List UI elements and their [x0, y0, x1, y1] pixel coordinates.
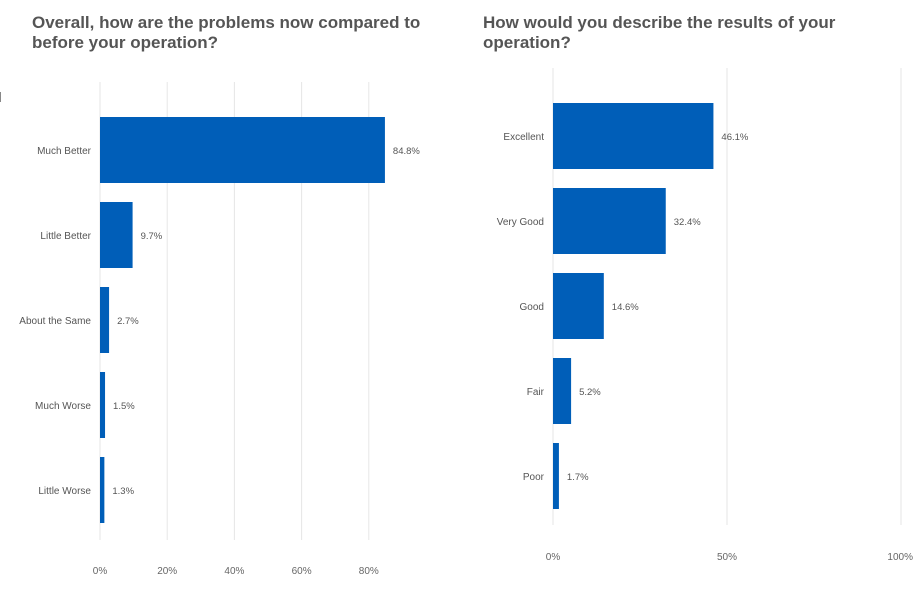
problems-bar [100, 287, 110, 353]
problems-data-label: 9.7% [141, 231, 163, 242]
results-bar [553, 103, 714, 169]
results-bar [553, 358, 572, 424]
problems-data-label: 2.7% [117, 316, 139, 327]
results-bar [553, 273, 604, 339]
problems-bar [100, 372, 106, 438]
results-data-label: 46.1% [721, 132, 748, 143]
results-bar [553, 188, 666, 254]
problems-data-label: 84.8% [393, 146, 420, 157]
results-category-label: Good [520, 302, 544, 313]
problems-category-label: About the Same [19, 316, 91, 327]
results-category-label: Fair [527, 387, 545, 398]
problems-bar [100, 457, 105, 523]
results-data-label: 32.4% [674, 217, 701, 228]
problems-x-tick-label: 20% [157, 566, 177, 577]
problems-data-label: 1.5% [113, 401, 135, 412]
problems-bar [100, 117, 385, 183]
results-category-label: Very Good [497, 217, 544, 228]
problems-category-label: Little Worse [38, 486, 91, 497]
problems-category-label: Much Better [37, 146, 92, 157]
problems-category-label: Much Worse [35, 401, 91, 412]
chart-title-results: How would you describe the results of yo… [483, 13, 836, 52]
problems-category-label: Little Better [40, 231, 91, 242]
results-x-tick-label: 50% [717, 552, 737, 563]
problems-x-tick-label: 80% [359, 566, 379, 577]
problems-data-label: 1.3% [112, 486, 134, 497]
results-data-label: 5.2% [579, 387, 601, 398]
problems-x-tick-label: 40% [224, 566, 244, 577]
results-category-label: Excellent [503, 132, 544, 143]
cropped-edge-mark [0, 92, 4, 102]
results-x-tick-label: 100% [887, 552, 913, 563]
problems-x-tick-label: 60% [292, 566, 312, 577]
problems-x-tick-label: 0% [93, 566, 108, 577]
results-x-tick-label: 0% [546, 552, 561, 563]
results-data-label: 1.7% [567, 472, 589, 483]
problems-bar [100, 202, 133, 268]
results-data-label: 14.6% [612, 302, 639, 313]
results-category-label: Poor [523, 472, 545, 483]
results-bar [553, 443, 559, 509]
chart-title-problems: Overall, how are the problems now compar… [32, 13, 421, 52]
